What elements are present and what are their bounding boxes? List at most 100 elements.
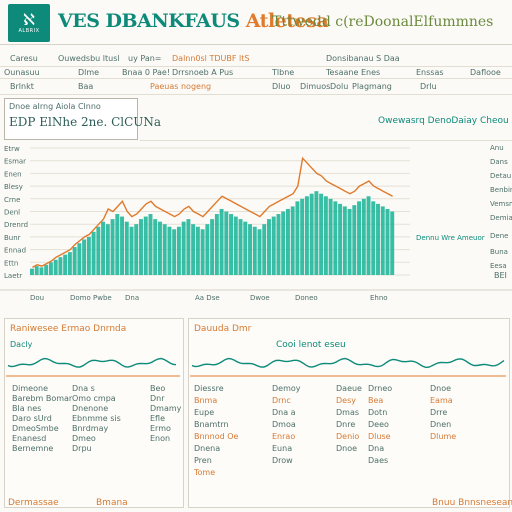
row-divider-1: [0, 66, 512, 67]
teal-bar: [167, 226, 172, 275]
toolbar-item[interactable]: Dluo: [272, 82, 291, 91]
toolbar-item[interactable]: Brlnkt: [10, 82, 34, 91]
table-cell: Ermo: [150, 424, 171, 433]
toolbar-item[interactable]: Donsibanau S Daa: [326, 54, 400, 63]
toolbar-item[interactable]: Bnaa 0 Pae!: [122, 68, 171, 77]
teal-bar: [101, 221, 106, 275]
table-cell: Barebm Bomar: [12, 394, 73, 403]
toolbar-item[interactable]: Tlbne: [272, 68, 295, 77]
summary-box[interactable]: Dnoe aIrng Aiola Clnno EDP ElNhe 2ne. Cl…: [4, 98, 161, 140]
teal-bar: [267, 219, 271, 275]
table-cell: Daeue: [336, 384, 362, 393]
y-tick-label: Crne: [4, 196, 20, 204]
right-axis-label: Dene: [490, 232, 508, 240]
table-cell: Omo cmpa: [72, 394, 116, 403]
table-cell: Drnc: [272, 396, 291, 405]
right-axis-label: Vemsm: [490, 200, 512, 208]
toolbar-item[interactable]: Caresu: [10, 54, 38, 63]
teal-bar: [53, 259, 58, 275]
teal-bar: [58, 257, 63, 275]
toolbar-item[interactable]: Tesaane Enes: [326, 68, 381, 77]
lower-right-footer: Bnuu Bnnsneseano: [432, 498, 512, 508]
table-cell: Dluse: [368, 432, 391, 441]
toolbar-item[interactable]: Ounasuu: [4, 68, 40, 77]
toolbar-item[interactable]: Baa: [78, 82, 94, 91]
teal-bar: [176, 226, 181, 275]
table-cell: DmeoSmbe: [12, 424, 59, 433]
table-cell: Dna a: [272, 408, 296, 417]
toolbar-item[interactable]: Drrsnoeb A Pus: [172, 68, 234, 77]
table-cell: Bnma: [194, 396, 218, 405]
right-axis-label: Buna: [490, 248, 508, 256]
page-title-part2: Atletesa: [245, 10, 329, 32]
teal-bar: [30, 268, 34, 275]
table-cell: Dnenone: [72, 404, 109, 413]
teal-bar: [271, 216, 276, 275]
table-cell: Bnnnod Oe: [194, 432, 239, 441]
toolbar-item[interactable]: Dalnn0sl TDUBF ltS: [172, 54, 250, 63]
toolbar-item[interactable]: Enssas: [416, 68, 444, 77]
table-cell: Dnen: [430, 420, 452, 429]
toolbar-item[interactable]: Paeuas nogeng: [150, 82, 212, 91]
table-cell: Bea: [368, 396, 384, 405]
right-axis-label: Eesa: [490, 262, 507, 270]
teal-bar: [319, 193, 324, 275]
teal-bar: [248, 224, 252, 275]
teal-bar: [115, 214, 120, 275]
table-cell: Efle: [150, 414, 166, 423]
teal-bar: [219, 208, 224, 275]
header-divider: [0, 44, 512, 45]
table-cell: Drow: [272, 456, 293, 465]
right-axis-label: Dans: [490, 158, 508, 166]
footer-link[interactable]: Bmana: [96, 498, 128, 508]
teal-bar: [157, 221, 162, 275]
teal-bar: [390, 211, 395, 275]
table-cell: Beo: [150, 384, 166, 393]
toolbar-item[interactable]: Dolu: [330, 82, 349, 91]
toolbar-item[interactable]: Drlu: [420, 82, 437, 91]
teal-bar: [186, 219, 191, 275]
table-cell: Dmeo: [72, 434, 96, 443]
toolbar-item[interactable]: Dimuos: [300, 82, 331, 91]
main-bar-chart: Etrw Esmar Enen Blesy Crne Denl Drenrd Bunr Enna…: [0, 144, 512, 302]
table-cell: Dna s: [72, 384, 95, 393]
lower-left-panel: [4, 318, 184, 508]
table-cell: Daro sUrd: [12, 414, 52, 423]
toolbar-item[interactable]: Daflooe: [470, 68, 501, 77]
right-axis-label: Benbinro: [490, 186, 512, 194]
teal-bar: [172, 229, 177, 275]
teal-bar: [361, 198, 366, 275]
teal-bar: [39, 267, 44, 275]
table-cell: Dotn: [368, 408, 388, 417]
sparkline-path: [7, 357, 177, 368]
teal-bar: [86, 236, 91, 275]
x-tick-label: Domo Pwbe: [70, 294, 112, 302]
summary-box-value: EDP ElNhe 2ne. ClCUNa: [9, 115, 162, 129]
table-cell: Ebnmme sis: [72, 414, 121, 423]
toolbar-item[interactable]: Plagmang: [352, 82, 392, 91]
toolbar-item[interactable]: Ouwedsbu ltusl: [58, 54, 120, 63]
app-logo[interactable]: ℵ ALBRIX: [8, 4, 50, 42]
x-tick-label: Dwoe: [250, 294, 270, 302]
teal-bar: [328, 198, 333, 275]
toolbar-item[interactable]: uy Pan=: [128, 54, 162, 63]
toolbar-item[interactable]: Dlme: [78, 68, 100, 77]
footer-link[interactable]: Dermassae: [8, 498, 59, 508]
teal-bar: [148, 214, 153, 275]
table-cell: Bnamtrn: [194, 420, 229, 429]
lower-left-subtitle: Dacly: [10, 340, 33, 349]
teal-bar: [352, 205, 357, 275]
teal-bar: [366, 196, 371, 275]
table-cell: Deeo: [368, 420, 389, 429]
table-cell: Diessre: [194, 384, 224, 393]
orange-series-line: [32, 156, 393, 269]
teal-bar: [262, 224, 267, 275]
table-cell: Eama: [430, 396, 453, 405]
table-cell: Dna: [368, 444, 385, 453]
table-cell: Dnre: [336, 420, 356, 429]
lower-right-subtitle: Cooi lenot eseu: [276, 340, 346, 350]
teal-bar: [229, 214, 234, 275]
teal-bar: [110, 219, 115, 275]
y-tick-label: Enen: [4, 170, 22, 178]
table-cell: Demoy: [272, 384, 301, 393]
